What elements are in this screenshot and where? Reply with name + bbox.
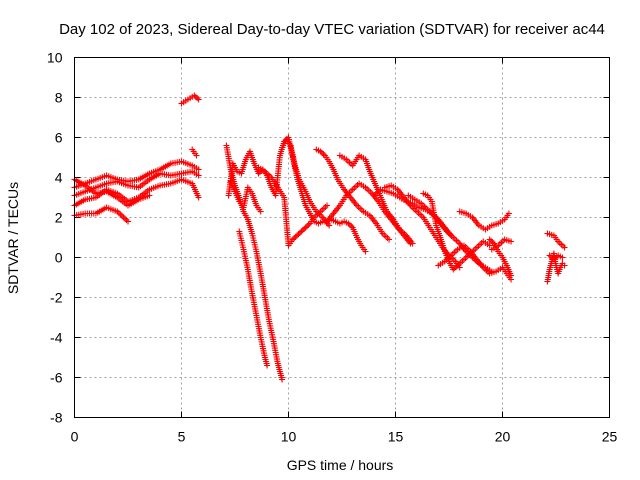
data-point: [320, 151, 327, 158]
data-marks: [71, 92, 568, 383]
grid-layer: [74, 57, 610, 418]
series-track-12: [255, 164, 331, 249]
series-track-23: [488, 236, 515, 253]
data-point: [326, 222, 333, 229]
data-point: [559, 254, 566, 261]
x-axis-label: GPS time / hours: [287, 457, 394, 473]
y-tick-label: 10: [47, 50, 63, 66]
y-tick-label: 8: [55, 90, 63, 106]
data-point: [289, 236, 296, 243]
x-tick-label: 5: [178, 429, 186, 445]
series-track-09: [236, 228, 271, 369]
data-point: [386, 236, 393, 243]
x-tick-label: 15: [388, 429, 404, 445]
series-track-06: [178, 92, 202, 107]
y-tick-label: -6: [50, 370, 63, 386]
series-track-04: [71, 204, 131, 225]
series-track-27: [546, 252, 566, 263]
data-point: [296, 229, 303, 236]
data-point: [486, 236, 493, 243]
series-track-25: [544, 230, 568, 251]
data-point: [255, 170, 262, 177]
data-point: [302, 224, 309, 231]
data-point: [451, 265, 458, 272]
y-tick-label: 4: [55, 170, 63, 186]
series-track-07: [189, 146, 200, 159]
series-track-20: [420, 190, 493, 273]
data-point: [450, 266, 457, 273]
y-tick-label: -4: [50, 330, 63, 346]
y-tick-label: 0: [55, 250, 63, 266]
plot-frame: [74, 57, 610, 418]
data-point: [194, 95, 201, 102]
data-point: [294, 232, 301, 239]
data-point: [264, 362, 271, 369]
series-track-22: [456, 208, 512, 233]
data-point: [486, 242, 493, 249]
data-point: [305, 221, 312, 228]
data-point: [453, 263, 460, 270]
data-point: [561, 262, 568, 269]
data-point: [279, 376, 286, 383]
x-tick-label: 0: [71, 429, 79, 445]
data-point: [362, 248, 369, 255]
chart-title: Day 102 of 2023, Sidereal Day-to-day VTE…: [59, 21, 605, 38]
series-track-21: [435, 242, 515, 283]
data-point: [301, 225, 308, 232]
data-point: [345, 220, 352, 227]
data-point: [193, 152, 200, 159]
series-track-11: [227, 178, 264, 215]
series-track-13: [279, 136, 333, 229]
data-point: [291, 235, 298, 242]
series-track-16: [336, 152, 416, 247]
data-point: [195, 194, 202, 201]
data-point: [561, 244, 568, 251]
data-point: [346, 221, 353, 228]
x-tick-label: 25: [602, 429, 618, 445]
data-point: [192, 93, 199, 100]
data-point: [195, 166, 202, 173]
series-track-24: [486, 236, 515, 279]
y-axis-label: SDTVAR / TECUs: [5, 182, 21, 294]
x-tick-label: 20: [495, 429, 511, 445]
data-point: [324, 202, 331, 209]
data-point: [546, 252, 553, 259]
y-tick-label: -8: [50, 410, 63, 426]
data-point: [505, 210, 512, 217]
data-point: [257, 208, 264, 215]
data-point: [195, 172, 202, 179]
data-point: [146, 192, 153, 199]
data-point: [298, 228, 305, 235]
data-point: [317, 148, 324, 155]
data-point: [125, 218, 131, 225]
x-tick-label: 10: [281, 429, 297, 445]
y-tick-label: 2: [55, 210, 63, 226]
series-track-02: [71, 168, 202, 199]
data-point: [409, 240, 416, 247]
data-point: [552, 255, 559, 262]
y-tick-label: 6: [55, 130, 63, 146]
data-point: [548, 253, 555, 260]
data-point: [489, 239, 496, 246]
data-point: [550, 256, 557, 263]
data-point: [292, 233, 299, 240]
data-point: [348, 223, 355, 230]
data-point: [295, 231, 302, 238]
data-point: [299, 227, 306, 234]
y-tick-label: -2: [50, 290, 63, 306]
data-point: [319, 149, 326, 156]
data-point: [191, 92, 198, 99]
data-point: [508, 238, 515, 245]
data-point: [488, 237, 495, 244]
data-point: [195, 96, 202, 103]
series-track-18: [381, 182, 463, 271]
data-point: [508, 272, 515, 279]
data-point: [304, 223, 311, 230]
series-track-14: [313, 146, 393, 243]
